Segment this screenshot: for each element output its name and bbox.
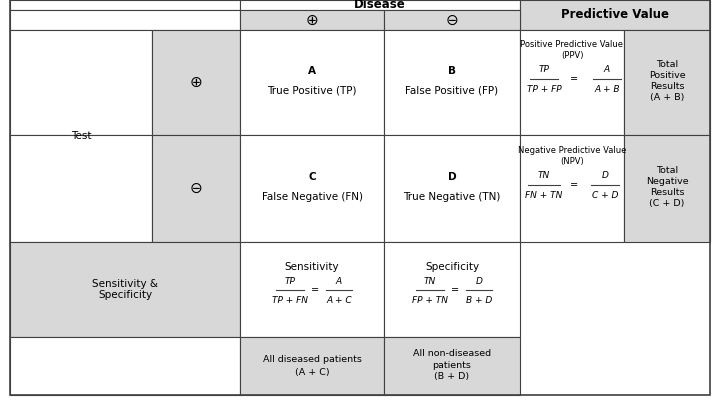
Text: A + B: A + B	[594, 85, 620, 94]
Text: Positive: Positive	[649, 71, 685, 80]
Text: D: D	[602, 171, 608, 180]
Bar	[624, 135, 710, 242]
Text: All diseased patients: All diseased patients	[263, 354, 361, 364]
Bar	[384, 30, 520, 135]
Text: FP + TN: FP + TN	[412, 296, 448, 305]
Text: Results: Results	[649, 188, 684, 197]
Text: Specificity: Specificity	[425, 262, 479, 273]
Text: ⊕: ⊕	[189, 75, 202, 90]
Bar	[520, 30, 624, 135]
Text: FN + TN: FN + TN	[526, 191, 563, 200]
Text: TP + FN: TP + FN	[272, 296, 308, 305]
Bar	[240, 30, 384, 135]
Text: (B + D): (B + D)	[434, 371, 469, 381]
Text: Test: Test	[71, 131, 91, 141]
Bar	[10, 10, 240, 30]
Bar	[384, 10, 520, 30]
Text: Predictive Value: Predictive Value	[561, 9, 669, 21]
Bar	[10, 135, 152, 242]
Text: Disease: Disease	[354, 0, 406, 11]
Text: A: A	[604, 65, 610, 74]
Text: Sensitivity: Sensitivity	[284, 262, 339, 273]
Bar	[384, 242, 520, 337]
Text: Total: Total	[656, 166, 678, 175]
Bar	[152, 30, 240, 135]
Text: C: C	[308, 171, 316, 181]
Bar	[240, 0, 520, 10]
Text: =: =	[570, 75, 578, 85]
Text: Total: Total	[656, 60, 678, 69]
Text: True Positive (TP): True Positive (TP)	[267, 85, 356, 96]
Text: patients: patients	[433, 360, 472, 369]
Bar	[10, 0, 240, 10]
Text: (C + D): (C + D)	[649, 199, 685, 208]
Text: TN: TN	[538, 171, 550, 180]
Text: =: =	[451, 286, 459, 296]
Text: TP: TP	[284, 277, 295, 286]
Text: B: B	[448, 66, 456, 75]
Text: Positive Predictive Value: Positive Predictive Value	[521, 40, 624, 49]
Text: A: A	[336, 277, 342, 286]
Text: Negative: Negative	[646, 177, 688, 186]
Text: False Positive (FP): False Positive (FP)	[405, 85, 498, 96]
Text: TP + FP: TP + FP	[527, 85, 562, 94]
Text: A: A	[308, 66, 316, 75]
Text: B + D: B + D	[466, 296, 492, 305]
Text: ⊖: ⊖	[189, 181, 202, 196]
Text: (A + B): (A + B)	[650, 93, 684, 102]
Text: TN: TN	[424, 277, 436, 286]
Text: (A + C): (A + C)	[294, 367, 329, 377]
Bar	[240, 337, 384, 395]
Text: =: =	[570, 181, 578, 190]
Bar	[240, 10, 384, 30]
Bar	[624, 30, 710, 135]
Text: (PPV): (PPV)	[561, 51, 583, 60]
Text: D: D	[476, 277, 482, 286]
Bar	[10, 30, 152, 135]
Bar	[520, 0, 710, 30]
Bar	[152, 135, 240, 242]
Text: A + C: A + C	[326, 296, 352, 305]
Text: True Negative (TN): True Negative (TN)	[403, 192, 500, 202]
Text: ⊕: ⊕	[305, 13, 318, 28]
Text: All non-diseased: All non-diseased	[413, 350, 491, 358]
Text: Negative Predictive Value: Negative Predictive Value	[518, 146, 626, 155]
Text: TP: TP	[539, 65, 549, 74]
Bar	[520, 135, 624, 242]
Text: =: =	[311, 286, 319, 296]
Bar	[240, 242, 384, 337]
Bar	[384, 337, 520, 395]
Text: C + D: C + D	[592, 191, 618, 200]
Bar	[10, 337, 240, 395]
Text: D: D	[448, 171, 456, 181]
Text: ⊖: ⊖	[446, 13, 459, 28]
Bar	[384, 135, 520, 242]
Bar	[10, 242, 240, 337]
Text: (NPV): (NPV)	[560, 157, 584, 166]
Bar	[240, 135, 384, 242]
Text: False Negative (FN): False Negative (FN)	[261, 192, 362, 202]
Text: Sensitivity &
Specificity: Sensitivity & Specificity	[92, 279, 158, 300]
Text: Results: Results	[649, 82, 684, 91]
